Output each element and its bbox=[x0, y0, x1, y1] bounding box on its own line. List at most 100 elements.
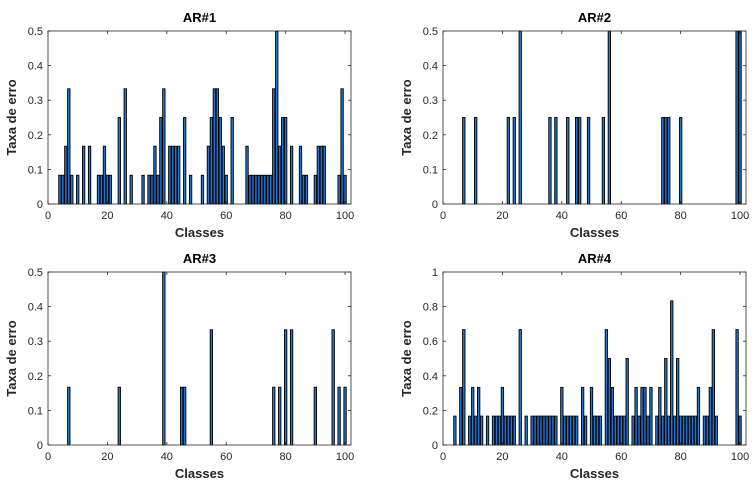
bar bbox=[331, 329, 335, 446]
x-tick-label: 20 bbox=[496, 451, 508, 463]
bar bbox=[679, 117, 683, 205]
bar bbox=[575, 415, 579, 446]
bar bbox=[200, 174, 205, 205]
y-tick-label: 0.2 bbox=[28, 371, 43, 383]
bar bbox=[471, 386, 475, 446]
bar bbox=[512, 117, 516, 205]
bar bbox=[313, 174, 317, 205]
bar bbox=[180, 386, 184, 446]
bar bbox=[215, 88, 219, 205]
bar bbox=[278, 386, 282, 446]
bar bbox=[183, 386, 187, 446]
bar bbox=[566, 117, 570, 205]
bar bbox=[159, 117, 163, 205]
bar bbox=[474, 415, 478, 446]
subplot-3: 0 20 40 60 80 100 0 0.1 0.2 0.3 0.4 0.5 AR#3 Classes T… bbox=[4, 251, 354, 481]
bar bbox=[129, 174, 133, 205]
bar bbox=[658, 386, 662, 446]
bar bbox=[735, 329, 739, 446]
bar bbox=[589, 386, 594, 446]
bar bbox=[61, 174, 65, 205]
bar bbox=[162, 271, 166, 446]
y-axis-label: Taxa de erro bbox=[399, 79, 414, 155]
bar bbox=[269, 174, 273, 205]
bar bbox=[619, 415, 623, 446]
y-tick-label: 1 bbox=[432, 267, 438, 279]
bar bbox=[622, 415, 626, 446]
chart-title: AR#2 bbox=[578, 10, 611, 25]
bar bbox=[536, 415, 540, 446]
bar bbox=[209, 117, 214, 205]
bar bbox=[67, 88, 71, 205]
bar bbox=[607, 30, 611, 205]
y-tick-label: 0.1 bbox=[28, 164, 43, 176]
bar bbox=[524, 415, 528, 446]
bar bbox=[595, 415, 600, 446]
bar bbox=[687, 415, 692, 446]
x-tick-label: 60 bbox=[615, 451, 627, 463]
y-tick-label: 0.5 bbox=[28, 26, 43, 38]
bar bbox=[263, 174, 267, 205]
x-tick-label: 100 bbox=[731, 451, 749, 463]
bar bbox=[494, 415, 499, 446]
bar bbox=[586, 117, 591, 205]
y-tick-label: 0 bbox=[432, 199, 438, 211]
x-tick-label: 80 bbox=[675, 451, 687, 463]
bar bbox=[257, 174, 261, 205]
bar bbox=[477, 386, 481, 446]
y-tick-label: 0.4 bbox=[28, 302, 43, 314]
x-tick-label: 40 bbox=[556, 451, 568, 463]
bar bbox=[337, 386, 341, 446]
bar bbox=[209, 329, 214, 446]
x-tick-label: 40 bbox=[161, 451, 173, 463]
bar bbox=[316, 145, 320, 205]
y-tick-label: 0.2 bbox=[423, 130, 438, 142]
bar bbox=[64, 145, 68, 205]
x-tick-label: 60 bbox=[220, 210, 232, 222]
bar bbox=[551, 415, 555, 446]
bar bbox=[278, 145, 282, 205]
bar bbox=[230, 117, 234, 205]
bar bbox=[272, 88, 276, 205]
x-tick-label: 20 bbox=[496, 210, 508, 222]
bar bbox=[673, 415, 677, 446]
y-tick-label: 0.5 bbox=[28, 267, 43, 279]
bar bbox=[284, 117, 288, 205]
y-tick-label: 0 bbox=[432, 440, 438, 452]
bar bbox=[251, 174, 255, 205]
bar bbox=[542, 415, 546, 446]
bar bbox=[272, 386, 276, 446]
bar bbox=[221, 145, 225, 205]
x-tick-label: 20 bbox=[101, 210, 113, 222]
bar bbox=[188, 174, 193, 205]
bar bbox=[289, 329, 294, 446]
x-tick-label: 100 bbox=[731, 210, 749, 222]
bar bbox=[117, 117, 121, 205]
x-tick-label: 80 bbox=[675, 210, 687, 222]
bar bbox=[468, 415, 472, 446]
bar bbox=[183, 117, 187, 205]
bar bbox=[655, 415, 659, 446]
bar bbox=[301, 174, 306, 205]
y-tick-label: 0.3 bbox=[423, 95, 438, 107]
bar bbox=[610, 386, 614, 446]
bar bbox=[545, 415, 549, 446]
bar bbox=[70, 174, 74, 205]
bar bbox=[518, 30, 522, 205]
bar bbox=[506, 117, 510, 205]
bar bbox=[604, 329, 609, 446]
bar bbox=[554, 117, 558, 205]
bar bbox=[518, 329, 522, 446]
bar bbox=[87, 145, 92, 205]
bar bbox=[661, 415, 665, 446]
bar bbox=[99, 174, 104, 205]
bar bbox=[634, 386, 638, 446]
y-axis-label: Taxa de erro bbox=[4, 79, 19, 155]
y-tick-label: 0.3 bbox=[28, 336, 43, 348]
bar bbox=[319, 145, 323, 205]
bar bbox=[708, 386, 712, 446]
plot-area bbox=[443, 31, 746, 204]
bar bbox=[260, 174, 264, 205]
bar bbox=[563, 415, 567, 446]
bar bbox=[530, 415, 534, 446]
